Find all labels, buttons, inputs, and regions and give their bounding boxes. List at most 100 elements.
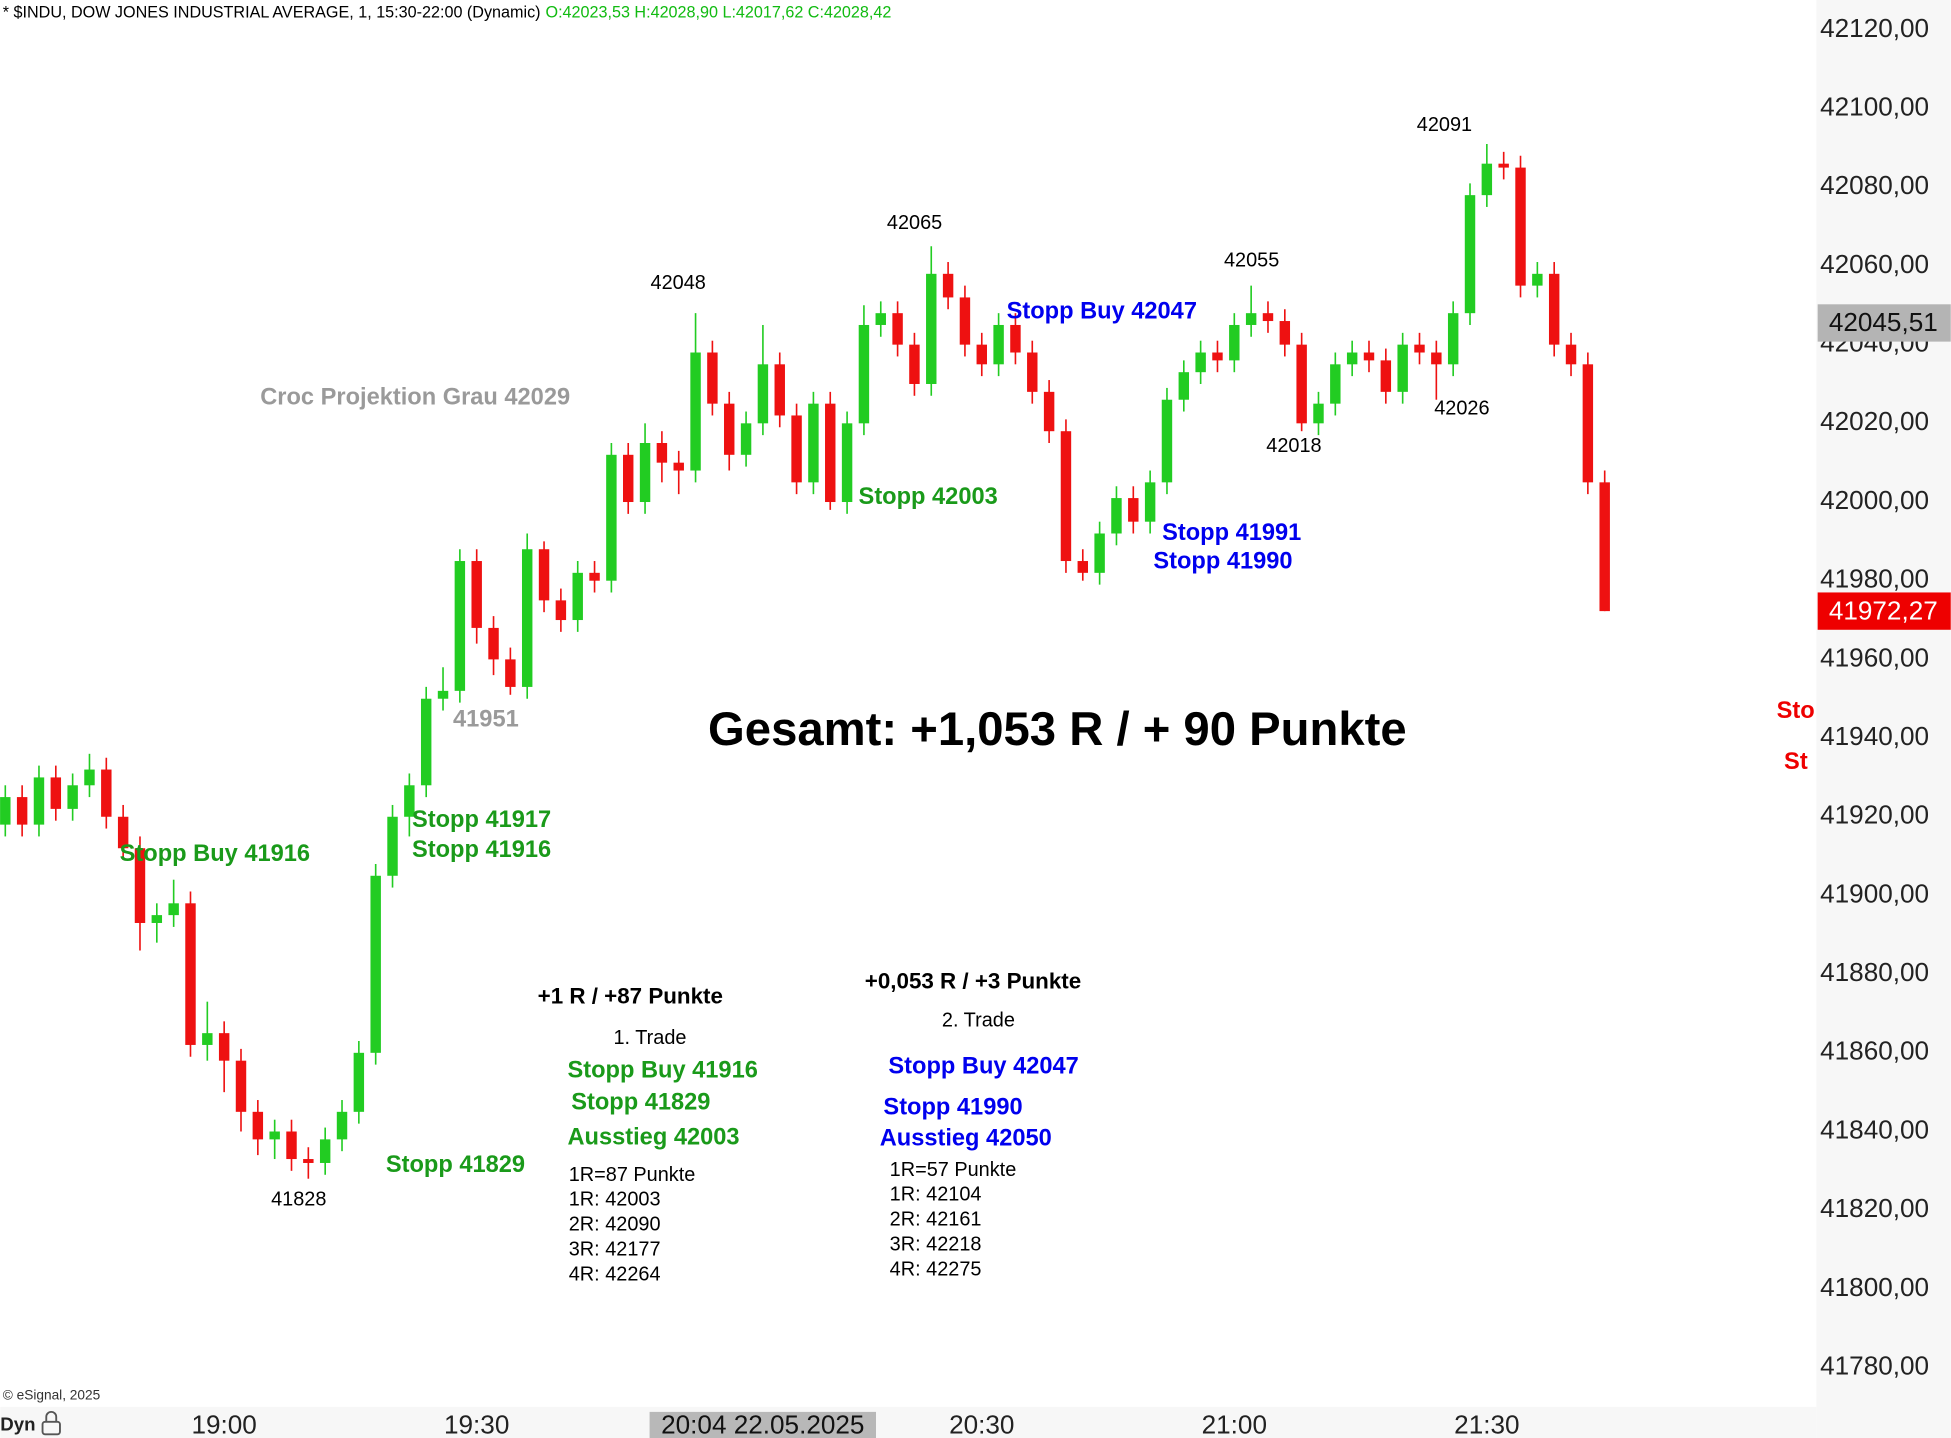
- header: * $INDU, DOW JONES INDUSTRIAL AVERAGE, 1…: [3, 4, 892, 22]
- candle-body: [218, 1033, 230, 1061]
- candle-body: [1212, 352, 1223, 361]
- annotation: Stopp 41990: [1153, 548, 1292, 574]
- candle-body: [488, 627, 499, 660]
- candle-body: [269, 1131, 280, 1140]
- annotation: 1R=87 Punkte: [569, 1164, 696, 1186]
- annotation: 4R: 42275: [890, 1258, 982, 1280]
- candle-body: [1262, 313, 1274, 322]
- candle-body: [589, 572, 600, 581]
- candle-body: [875, 313, 886, 325]
- y-tick-label: 42120,00: [1820, 13, 1929, 43]
- candle-body: [0, 797, 11, 825]
- candle-body: [286, 1131, 297, 1160]
- candle-body: [1346, 352, 1358, 365]
- annotation: +0,053 R / +3 Punkte: [865, 969, 1081, 994]
- candle-body: [1229, 324, 1240, 361]
- crosshair-label: 20:04 22.05.2025: [661, 1410, 864, 1438]
- candle-body: [1532, 273, 1543, 286]
- candle-body: [420, 698, 432, 786]
- annotation: Stopp Buy 42047: [1007, 298, 1197, 324]
- candle-body: [1414, 344, 1425, 353]
- candle-body: [1027, 352, 1038, 392]
- candle-body: [319, 1139, 331, 1163]
- candle-body: [791, 415, 802, 483]
- y-tick-label: 41800,00: [1820, 1272, 1929, 1302]
- candle-body: [16, 797, 28, 825]
- price-marker-label: 41972,27: [1829, 595, 1938, 625]
- annotation: St: [1784, 749, 1808, 775]
- candle-body: [471, 561, 482, 628]
- y-tick-label: 42000,00: [1820, 485, 1929, 515]
- annotation: 1R: 42104: [890, 1184, 982, 1206]
- candle-body: [336, 1111, 348, 1140]
- annotation: 3R: 42218: [890, 1233, 982, 1255]
- candle-body: [1077, 561, 1089, 573]
- y-tick-label: 41960,00: [1820, 642, 1929, 672]
- annotation: 3R: 42177: [569, 1238, 661, 1260]
- candle-body: [1296, 344, 1307, 424]
- candle-body: [623, 454, 634, 503]
- candle-body: [521, 549, 533, 687]
- candle-body: [67, 785, 78, 809]
- y-tick-label: 42100,00: [1820, 91, 1929, 121]
- annotation: 42048: [651, 272, 706, 294]
- annotation: 1R=57 Punkte: [890, 1159, 1017, 1181]
- candle-body: [976, 344, 987, 365]
- candle-body: [134, 848, 146, 923]
- annotation: 2R: 42090: [569, 1214, 661, 1236]
- candle-body: [1498, 163, 1509, 168]
- annotation: Stopp 41917: [412, 807, 551, 833]
- y-tick-label: 42060,00: [1820, 249, 1929, 279]
- y-tick-label: 41900,00: [1820, 878, 1929, 908]
- annotation: 42091: [1417, 114, 1472, 136]
- chart-title: * $INDU, DOW JONES INDUSTRIAL AVERAGE, 1…: [3, 4, 541, 22]
- candle-body: [959, 297, 971, 345]
- candle-body: [707, 352, 718, 404]
- candle-body: [1397, 344, 1408, 392]
- candle-body: [235, 1060, 247, 1112]
- candle-body: [1111, 498, 1122, 534]
- lock-icon: [41, 1411, 61, 1436]
- candle-body: [370, 875, 381, 1053]
- candle-body: [151, 915, 163, 923]
- x-tick-label: 21:30: [1454, 1410, 1519, 1438]
- candle-body: [404, 785, 415, 817]
- candle-body: [1380, 360, 1392, 392]
- candle-body: [33, 777, 45, 825]
- copyright: © eSignal, 2025: [3, 1387, 101, 1402]
- candle-body: [1481, 163, 1493, 196]
- candle-body: [1565, 344, 1577, 365]
- y-tick-label: 41940,00: [1820, 721, 1929, 751]
- annotation: 42065: [887, 212, 942, 234]
- annotation: Gesamt: +1,053 R / + 90 Punkte: [708, 703, 1407, 756]
- candle-body: [50, 777, 62, 809]
- y-tick-label: 41840,00: [1820, 1114, 1929, 1144]
- candle-body: [117, 816, 129, 849]
- annotation: Stopp 42003: [859, 484, 998, 510]
- annotation: Stopp 41991: [1162, 520, 1301, 546]
- annotation: 42055: [1224, 249, 1279, 271]
- candle-body: [1548, 273, 1560, 345]
- annotation: 1R: 42003: [569, 1189, 661, 1211]
- candle-body: [909, 344, 920, 384]
- annotation: Stopp 41829: [571, 1090, 710, 1116]
- candle-body: [858, 324, 870, 424]
- candle-body: [656, 443, 668, 463]
- candle-body: [1447, 313, 1459, 365]
- candle-body: [808, 403, 819, 483]
- candle-body: [993, 324, 1004, 365]
- candle-body: [353, 1052, 365, 1112]
- annotation: Stopp Buy 42047: [888, 1054, 1078, 1080]
- x-tick-label: 19:00: [191, 1410, 256, 1438]
- candle-body: [185, 903, 196, 1045]
- candle-body: [1431, 352, 1442, 365]
- candle-body: [1161, 399, 1173, 483]
- candle-body: [437, 690, 449, 699]
- price-marker-label: 42045,51: [1829, 307, 1938, 337]
- y-tick-label: 41820,00: [1820, 1193, 1929, 1223]
- candle-body: [1279, 321, 1291, 345]
- y-tick-label: 41880,00: [1820, 957, 1929, 987]
- candle-body: [538, 549, 550, 601]
- candle-body: [1043, 391, 1055, 432]
